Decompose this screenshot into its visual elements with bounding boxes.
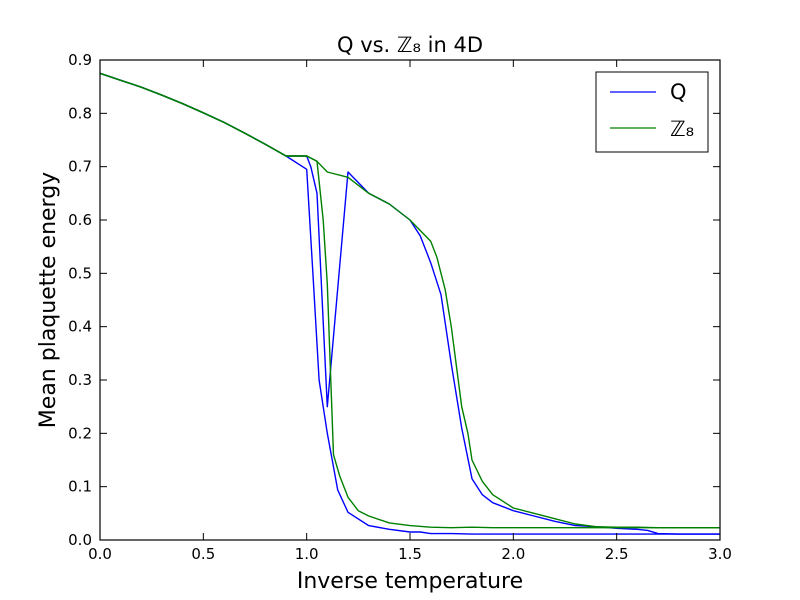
x-tick-label: 3.0 [708, 545, 732, 563]
x-axis-label: Inverse temperature [297, 569, 523, 594]
y-tick-label: 0.8 [68, 104, 92, 122]
legend: Q ℤ₈ [595, 71, 709, 153]
y-tick-label: 0.6 [68, 211, 92, 229]
series-z8-branch-2-line [99, 72, 720, 529]
y-tick-label: 0.1 [68, 478, 92, 496]
series-layer [99, 72, 720, 535]
y-tick-label: 0.9 [68, 51, 92, 69]
y-tick-label: 0.3 [68, 371, 92, 389]
legend-box [595, 71, 709, 153]
y-tick-label: 0.4 [68, 318, 92, 336]
y-tick-label: 0.5 [68, 264, 92, 282]
y-axis: 0.0 0.1 0.2 0.3 0.4 0.5 0.6 0.7 0.8 0.9 [68, 51, 720, 549]
x-tick-label: 2.5 [605, 545, 629, 563]
y-tick-label: 0.7 [68, 158, 92, 176]
y-tick-label: 0.2 [68, 424, 92, 442]
x-tick-label: 1.5 [398, 545, 422, 563]
x-tick-label: 0.5 [191, 545, 215, 563]
chart-title: Q vs. ℤ₈ in 4D [337, 33, 483, 57]
y-tick-label: 0.0 [68, 531, 92, 549]
x-tick-label: 2.0 [501, 545, 525, 563]
legend-label-z8: ℤ₈ [670, 117, 694, 141]
x-tick-label: 0.0 [88, 545, 112, 563]
x-axis: 0.0 0.5 1.0 1.5 2.0 2.5 3.0 [88, 60, 732, 563]
y-axis-label: Mean plaquette energy [36, 172, 61, 428]
legend-label-q: Q [670, 80, 687, 104]
x-tick-label: 1.0 [295, 545, 319, 563]
